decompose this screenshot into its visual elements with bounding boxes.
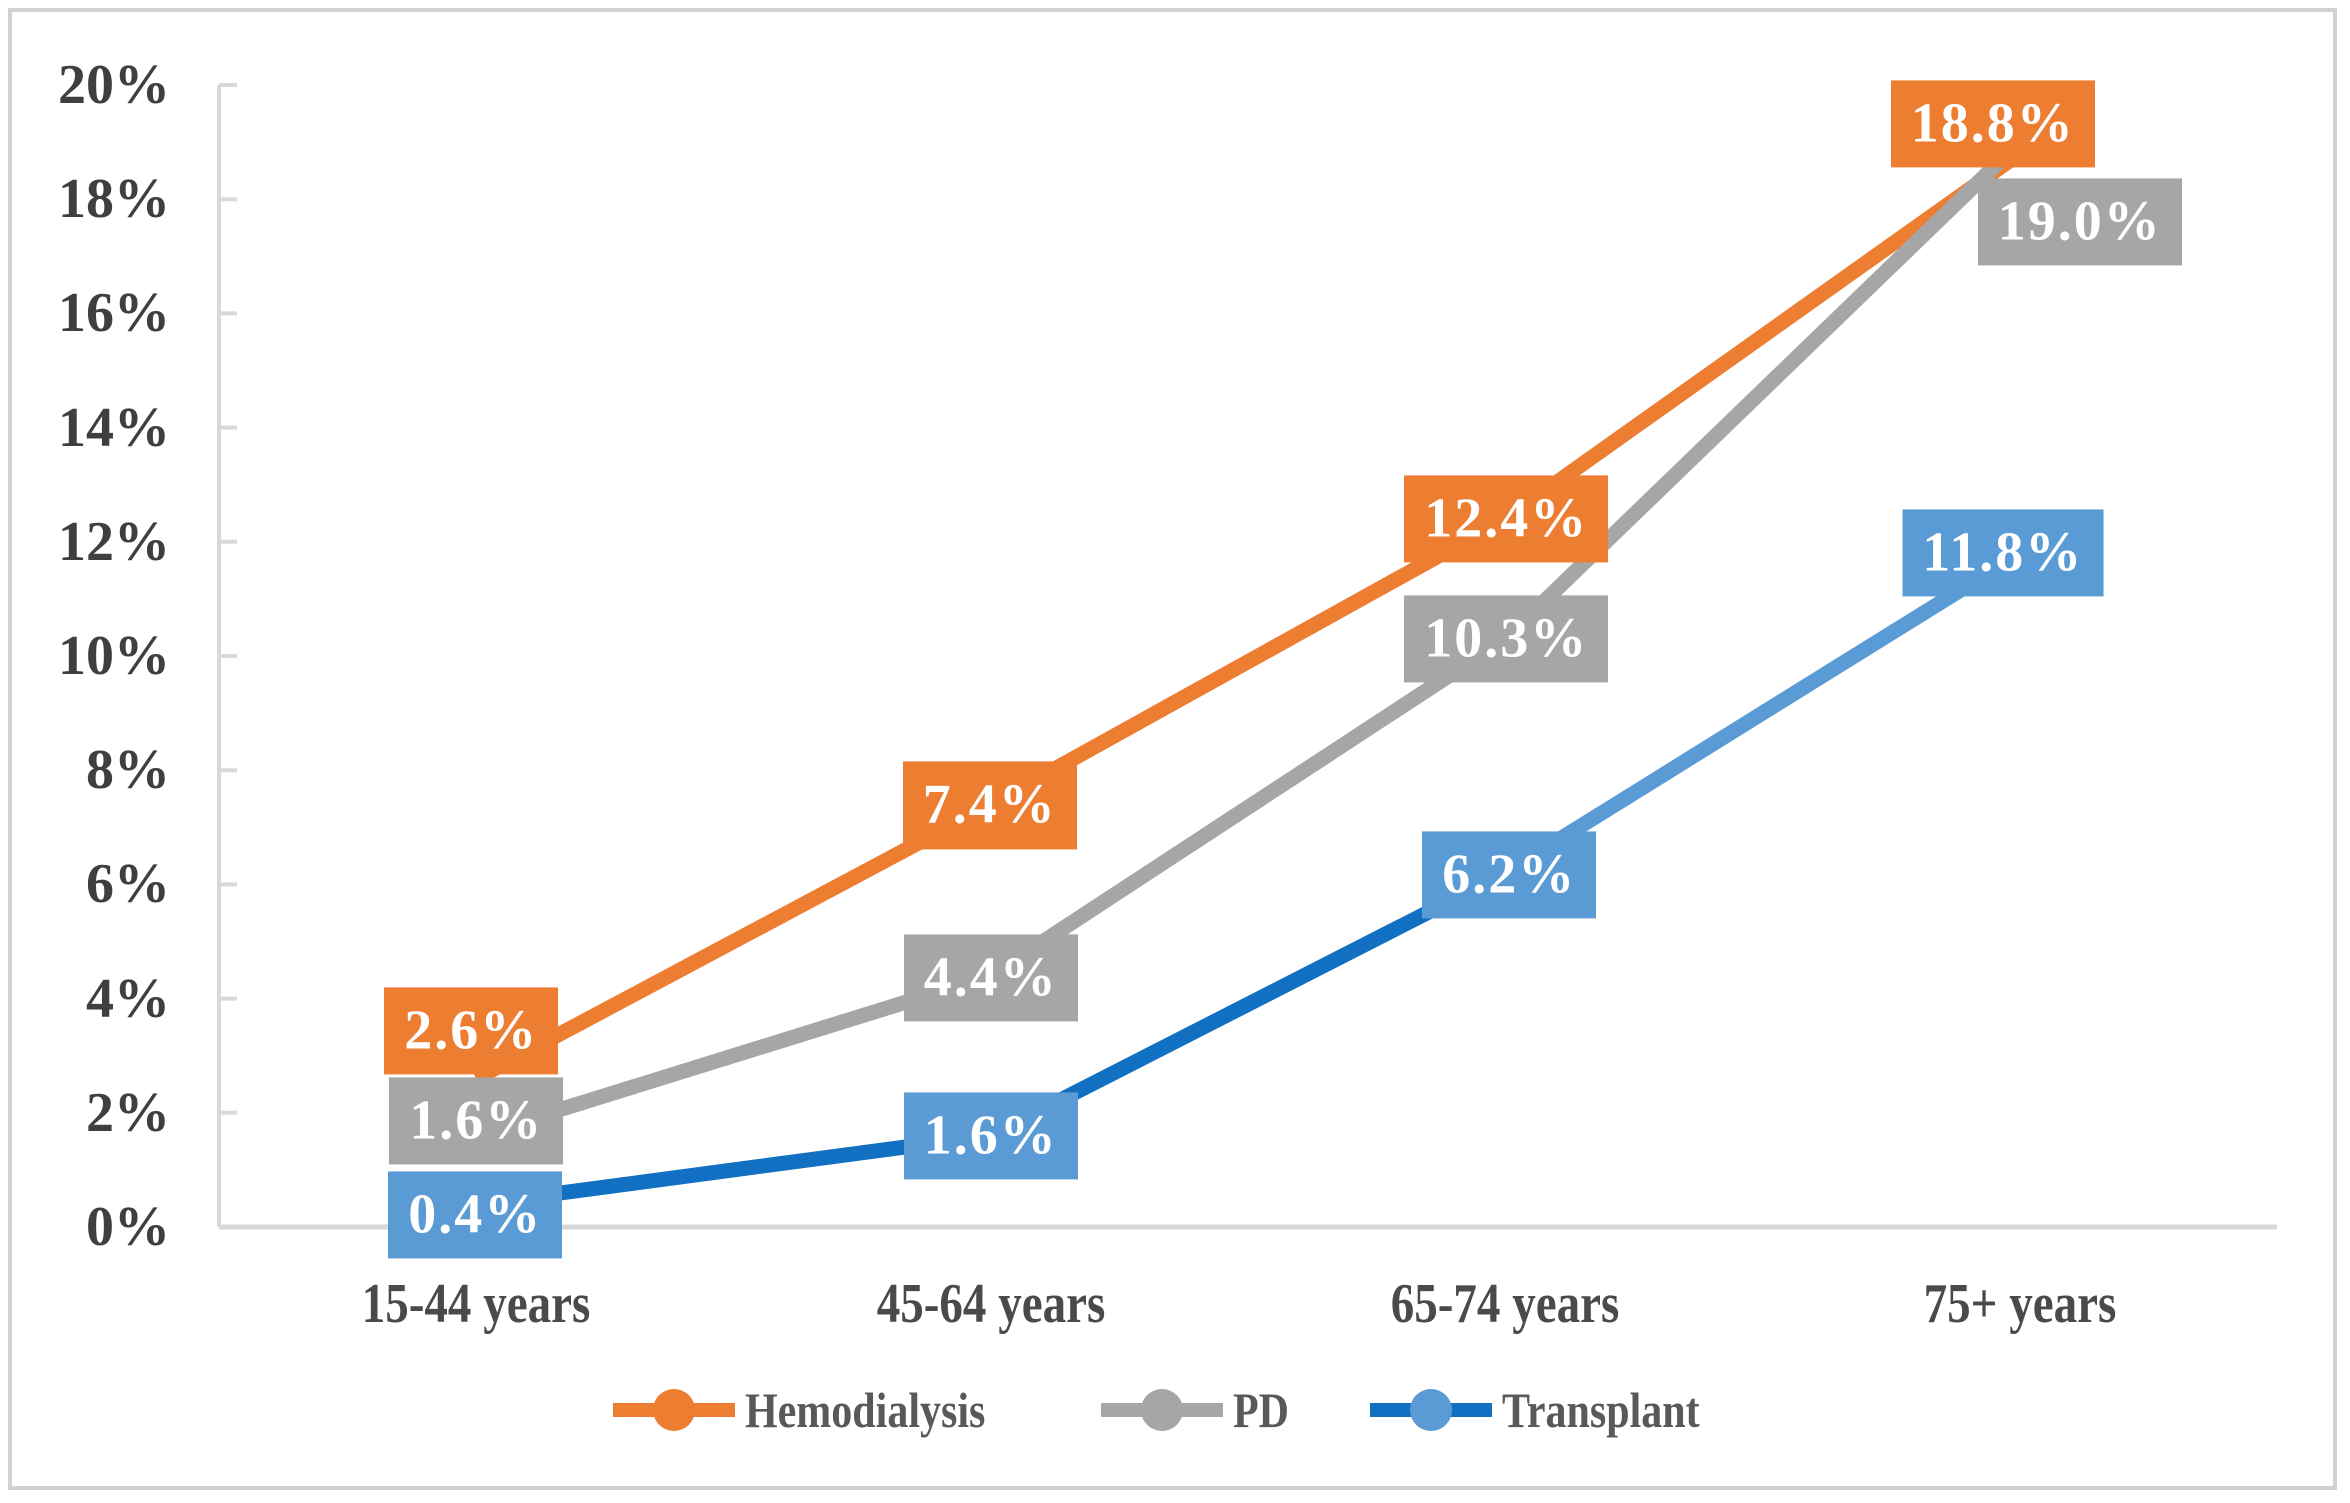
data-label-hemodialysis-1: 7.4% xyxy=(902,761,1077,850)
data-label-transplant-2: 6.2% xyxy=(1422,831,1597,919)
data-label-transplant-0: 0.4% xyxy=(388,1171,563,1259)
legend-label-pd: PD xyxy=(1233,1382,1290,1438)
legend-label-transplant: Transplant xyxy=(1501,1382,1700,1438)
y-axis-tick-label: 14% xyxy=(58,396,170,459)
data-label-pd-0: 1.6% xyxy=(389,1077,564,1165)
y-axis-tick-label: 8% xyxy=(86,739,170,802)
y-axis-tick-label: 4% xyxy=(86,967,170,1030)
legend-line-marker-icon xyxy=(612,1389,735,1431)
data-label-pd-3: 19.0% xyxy=(1977,178,2182,266)
y-axis-tick-label: 0% xyxy=(86,1196,170,1258)
legend-label-hemodialysis: Hemodialysis xyxy=(744,1382,986,1438)
legend-dot xyxy=(1409,1389,1452,1431)
y-axis-tick-label: 18% xyxy=(58,168,170,231)
data-label-transplant-1: 1.6% xyxy=(903,1092,1078,1180)
data-label-hemodialysis-2: 12.4% xyxy=(1404,475,1609,563)
y-axis-tick-label: 2% xyxy=(86,1081,170,1144)
chart-legend: Hemodialysis PD Transplant xyxy=(0,1378,2350,1442)
legend-item-hemodialysis: Hemodialysis xyxy=(612,1378,1031,1442)
x-axis-category-label: 15-44 years xyxy=(361,1273,591,1335)
x-axis-category-label: 75+ years xyxy=(1923,1273,2117,1335)
data-label-hemodialysis-3: 18.8% xyxy=(1890,79,2095,168)
y-axis-tick-label: 20% xyxy=(58,54,170,116)
series-line-transplant xyxy=(1501,546,2024,880)
y-axis-tick-label: 6% xyxy=(86,853,170,916)
data-label-pd-1: 4.4% xyxy=(903,934,1078,1022)
data-label-hemodialysis-0: 2.6% xyxy=(384,986,559,1075)
y-axis-tick-label: 10% xyxy=(58,625,170,687)
series-line-hemodialysis xyxy=(472,147,2025,1086)
y-axis-tick-label: 16% xyxy=(58,282,170,345)
legend-item-transplant: Transplant xyxy=(1369,1378,1737,1442)
legend-dot xyxy=(1141,1389,1184,1431)
legend-item-pd: PD xyxy=(1101,1378,1300,1442)
x-axis-category-label: 65-74 years xyxy=(1390,1273,1620,1335)
y-axis-tick-label: 12% xyxy=(58,510,170,573)
data-label-pd-2: 10.3% xyxy=(1404,595,1609,683)
legend-dot xyxy=(652,1389,695,1431)
legend-line-marker-icon xyxy=(1101,1389,1224,1431)
series-line-pd xyxy=(474,136,2025,1143)
x-axis-category-label: 45-64 years xyxy=(876,1273,1106,1335)
legend-line-marker-icon xyxy=(1369,1389,1492,1431)
data-label-transplant-3: 11.8% xyxy=(1902,509,2104,597)
